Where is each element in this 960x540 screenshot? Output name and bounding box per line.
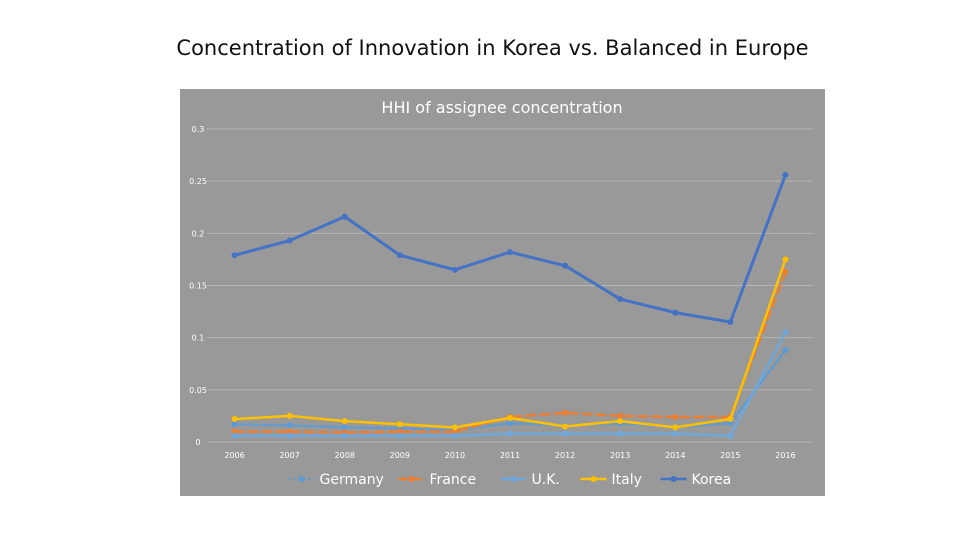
legend-label: U.K. <box>532 472 560 488</box>
data-point <box>727 416 734 423</box>
legend-item: U.K. <box>500 472 560 488</box>
data-point <box>231 432 238 439</box>
legend-marker <box>670 476 677 482</box>
data-point <box>672 424 679 431</box>
data-point <box>341 424 348 431</box>
series-italy <box>231 256 789 431</box>
data-point <box>727 319 734 326</box>
x-axis: 2006 2007 2008 2009 2010 2011 2012 2013 2014 2015… <box>224 451 795 460</box>
y-axis: 0 0.05 0.1 0.15 0.2 0.25 0.3 <box>189 125 207 447</box>
y-tick-label: 0.25 <box>189 177 207 186</box>
data-point <box>672 413 679 420</box>
legend-item: Germany <box>288 472 384 488</box>
data-point <box>727 420 734 427</box>
data-point <box>562 430 569 437</box>
chart-svg: HHI of assignee concentration 0 0.05 0.1 0.… <box>180 89 825 496</box>
legend-label: Korea <box>692 472 732 488</box>
x-tick-label: 2006 <box>224 451 244 460</box>
chart-background <box>180 89 825 496</box>
data-point <box>782 256 789 263</box>
line-chart: HHI of assignee concentration 0 0.05 0.1 0.… <box>180 89 825 496</box>
data-point <box>727 432 734 439</box>
legend-item: Italy <box>580 472 642 488</box>
data-point <box>782 268 789 275</box>
x-tick-label: 2016 <box>775 451 795 460</box>
data-point <box>341 418 348 425</box>
data-point <box>451 428 458 435</box>
data-point <box>286 237 293 244</box>
series-u-k <box>231 329 789 439</box>
data-point <box>396 428 403 435</box>
y-tick-label: 0.2 <box>192 229 205 238</box>
data-point <box>286 428 293 435</box>
series-korea <box>231 171 789 326</box>
data-point <box>286 422 293 429</box>
y-tick-label: 0.3 <box>192 125 205 134</box>
data-point <box>562 409 569 416</box>
data-point <box>507 249 513 256</box>
series-line <box>233 270 787 434</box>
x-tick-label: 2011 <box>500 451 520 460</box>
legend-marker <box>298 476 305 482</box>
data-point <box>286 432 293 439</box>
x-tick-label: 2013 <box>610 451 630 460</box>
data-point <box>617 418 624 425</box>
chart-title: HHI of assignee concentration <box>381 98 622 117</box>
data-point <box>451 432 458 439</box>
data-point <box>562 262 569 269</box>
data-point <box>672 430 679 437</box>
data-point <box>562 423 569 430</box>
data-point <box>231 416 238 423</box>
data-point <box>286 412 293 419</box>
x-tick-label: 2010 <box>445 451 465 460</box>
legend-marker <box>510 476 517 482</box>
data-point <box>231 421 238 428</box>
series-lines <box>231 171 789 439</box>
data-point <box>507 415 513 422</box>
data-point <box>507 420 513 427</box>
data-point <box>617 296 624 303</box>
legend-label: France <box>430 472 477 488</box>
y-tick-label: 0.1 <box>192 334 205 343</box>
data-point <box>231 428 238 435</box>
data-point <box>507 430 513 437</box>
x-tick-label: 2014 <box>665 451 685 460</box>
data-point <box>672 309 679 316</box>
legend-label: Italy <box>612 472 642 488</box>
data-point <box>451 424 458 431</box>
legend-item: France <box>398 472 477 488</box>
legend-marker <box>408 476 415 482</box>
x-tick-label: 2012 <box>555 451 575 460</box>
data-point <box>451 266 458 273</box>
y-tick-label: 0 <box>195 438 200 447</box>
gridlines <box>207 128 813 443</box>
x-tick-label: 2008 <box>335 451 355 460</box>
data-point <box>341 432 348 439</box>
legend-label: Germany <box>320 472 384 488</box>
x-tick-label: 2009 <box>390 451 410 460</box>
legend: Germany France U.K. Italy Korea <box>288 472 732 488</box>
data-point <box>396 421 403 428</box>
slide-title: Concentration of Innovation in Korea vs.… <box>176 36 809 60</box>
data-point <box>617 430 624 437</box>
data-point <box>396 252 403 259</box>
y-tick-label: 0.05 <box>189 386 207 395</box>
x-tick-label: 2015 <box>720 451 740 460</box>
data-point <box>782 329 789 336</box>
x-tick-label: 2007 <box>279 451 299 460</box>
data-point <box>617 412 624 419</box>
y-tick-label: 0.15 <box>189 282 207 291</box>
data-point <box>782 171 789 178</box>
data-point <box>341 213 348 220</box>
data-point <box>396 432 403 439</box>
data-point <box>231 252 238 259</box>
legend-item: Korea <box>660 472 732 488</box>
data-point <box>782 347 789 354</box>
legend-marker <box>590 476 597 482</box>
